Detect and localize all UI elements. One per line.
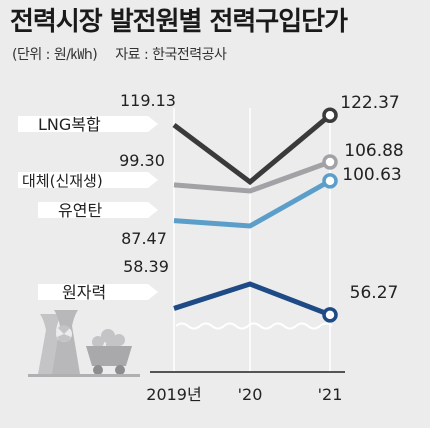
series-label-renewable: 대체(신재생) <box>18 172 158 190</box>
axis-break-wave <box>175 322 333 330</box>
data-label-coal-2019: 87.47 <box>121 229 167 248</box>
coal-icon <box>92 336 104 348</box>
unit-label: (단위 : 원/㎾h) <box>12 47 98 63</box>
series-line <box>173 178 332 229</box>
series-line <box>173 281 331 318</box>
data-label-coal-2021: 100.63 <box>342 165 401 185</box>
power-plant-illustration <box>28 310 140 377</box>
series-end-point <box>322 307 338 323</box>
series-label-coal: 유연탄 <box>38 201 158 220</box>
series-label-text: 원자력 <box>62 283 106 302</box>
data-label-renewable-2021: 106.88 <box>344 141 403 161</box>
series-end-point <box>322 107 338 123</box>
x-tick-label: '20 <box>238 385 263 404</box>
series-label-lng: LNG복합 <box>18 115 158 134</box>
series-label-text: LNG복합 <box>38 115 101 134</box>
series-label-text: 대체(신재생) <box>22 172 103 190</box>
series-line <box>172 113 332 186</box>
data-label-nuclear-2019: 58.39 <box>123 257 169 276</box>
series-end-point <box>322 154 338 170</box>
subtitle: (단위 : 원/㎾h) 자료 : 한국전력공사 <box>12 44 227 64</box>
x-tick-label: 2019년 <box>146 385 201 404</box>
data-label-lng-2021: 122.37 <box>340 93 399 113</box>
series-label-text: 유연탄 <box>58 201 102 220</box>
page-title: 전력시장 발전원별 전력구입단가 <box>10 7 348 37</box>
source-label: 자료 : 한국전력공사 <box>115 47 227 63</box>
series-label-nuclear: 원자력 <box>38 283 158 302</box>
data-label-renewable-2019: 99.30 <box>119 151 165 170</box>
data-label-lng-2019: 119.13 <box>120 91 176 110</box>
cooling-tower-right-icon <box>52 310 80 374</box>
series-line <box>173 159 331 194</box>
coal-cart-icon <box>86 346 132 366</box>
series-end-point <box>322 173 338 189</box>
data-label-nuclear-2021: 56.27 <box>350 283 399 303</box>
x-tick-label: '21 <box>318 385 343 404</box>
